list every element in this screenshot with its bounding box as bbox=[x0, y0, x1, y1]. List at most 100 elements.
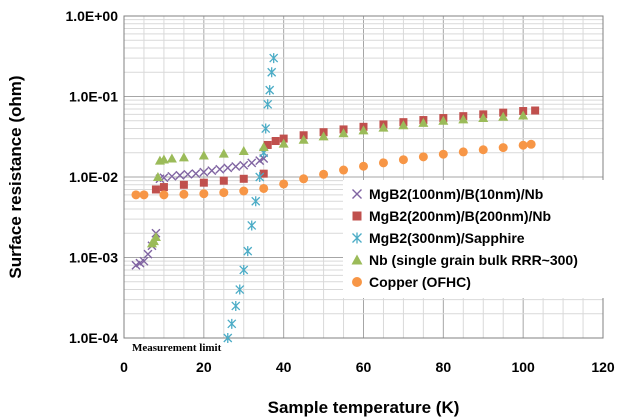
data-point-circle bbox=[139, 190, 149, 200]
x-tick-label: 80 bbox=[436, 359, 452, 375]
data-point-triangle bbox=[438, 115, 449, 125]
data-point-circle bbox=[526, 139, 536, 149]
data-point-triangle bbox=[478, 113, 489, 123]
legend-entry: MgB2(100nm)/B(10nm)/Nb bbox=[352, 186, 543, 202]
legend-label: Copper (OFHC) bbox=[369, 274, 471, 290]
data-point-triangle bbox=[150, 231, 161, 241]
data-point-triangle bbox=[278, 138, 289, 148]
series-5 bbox=[131, 139, 536, 200]
data-point-x bbox=[139, 256, 149, 266]
series-4 bbox=[146, 110, 529, 248]
data-point-star bbox=[235, 284, 245, 295]
data-point-circle bbox=[478, 145, 488, 155]
legend-label: MgB2(300nm)/Sapphire bbox=[369, 230, 525, 246]
data-point-triangle bbox=[238, 146, 249, 156]
data-point-circle bbox=[159, 190, 169, 200]
data-point-triangle bbox=[518, 110, 529, 120]
data-point-circle bbox=[199, 189, 209, 199]
x-tick-label: 20 bbox=[196, 359, 212, 375]
data-point-circle bbox=[131, 190, 141, 200]
data-point-square bbox=[219, 176, 228, 185]
data-point-star bbox=[223, 333, 233, 343]
y-tick-label: 1.0E-03 bbox=[69, 250, 118, 266]
x-tick-label: 60 bbox=[356, 359, 372, 375]
data-point-square bbox=[159, 183, 168, 192]
data-point-circle bbox=[458, 147, 468, 157]
data-point-star bbox=[255, 172, 265, 182]
legend-label: MgB2(100nm)/B(10nm)/Nb bbox=[369, 186, 543, 202]
data-point-triangle bbox=[298, 134, 309, 144]
data-point-circle bbox=[518, 140, 528, 150]
data-point-x bbox=[183, 169, 193, 179]
data-point-x bbox=[215, 164, 225, 174]
data-point-square bbox=[352, 211, 362, 221]
data-point-circle bbox=[418, 152, 428, 162]
data-point-x bbox=[199, 167, 209, 177]
data-point-star bbox=[269, 53, 279, 64]
data-point-circle bbox=[498, 143, 508, 153]
data-point-star bbox=[263, 99, 273, 110]
legend-entry: Copper (OFHC) bbox=[352, 274, 471, 290]
data-point-triangle bbox=[398, 120, 409, 130]
data-point-circle bbox=[319, 169, 329, 179]
data-point-x bbox=[231, 162, 241, 172]
data-point-star bbox=[243, 246, 253, 257]
data-point-triangle bbox=[358, 125, 369, 135]
data-point-triangle bbox=[178, 152, 189, 162]
data-point-star bbox=[352, 232, 362, 244]
data-point-star bbox=[227, 318, 237, 329]
data-point-x bbox=[143, 249, 153, 259]
x-tick-labels: 0 20 40 60 80 100 120 bbox=[120, 359, 615, 375]
data-point-x bbox=[175, 170, 185, 180]
data-point-circle bbox=[279, 179, 289, 189]
data-point-x bbox=[352, 189, 362, 199]
data-point-x bbox=[223, 163, 233, 173]
legend: MgB2(100nm)/B(10nm)/Nb MgB2(200nm)/B(200n… bbox=[343, 180, 611, 298]
x-tick-label: 40 bbox=[276, 359, 292, 375]
data-point-triangle bbox=[458, 114, 469, 124]
y-axis-title: Surface resistance (ohm) bbox=[6, 75, 25, 278]
data-point-circle bbox=[398, 155, 408, 165]
data-point-star bbox=[251, 196, 261, 207]
data-point-triangle bbox=[198, 150, 209, 160]
data-point-circle bbox=[219, 188, 229, 198]
data-point-star bbox=[239, 264, 249, 275]
legend-entry: MgB2(300nm)/Sapphire bbox=[352, 230, 525, 246]
data-point-square bbox=[151, 185, 160, 194]
data-point-triangle bbox=[158, 154, 169, 164]
data-point-circle bbox=[259, 183, 269, 193]
data-point-triangle bbox=[418, 117, 429, 127]
legend-label: MgB2(200nm)/B(200nm)/Nb bbox=[369, 208, 551, 224]
legend-entry: MgB2(200nm)/B(200nm)/Nb bbox=[352, 208, 551, 224]
data-point-x bbox=[239, 160, 249, 170]
data-point-triangle bbox=[152, 172, 163, 181]
y-tick-label: 1.0E-04 bbox=[69, 330, 118, 346]
y-tick-label: 1.0E-01 bbox=[69, 89, 118, 105]
data-marks bbox=[131, 53, 540, 343]
data-point-x bbox=[207, 166, 217, 176]
data-point-triangle bbox=[318, 131, 329, 141]
data-point-circle bbox=[352, 277, 362, 287]
data-point-triangle bbox=[218, 148, 229, 158]
x-tick-label: 120 bbox=[591, 359, 615, 375]
data-point-triangle bbox=[166, 153, 177, 163]
data-point-triangle bbox=[498, 111, 509, 121]
data-point-star bbox=[265, 85, 275, 96]
data-point-star bbox=[267, 67, 277, 78]
data-point-triangle bbox=[338, 128, 349, 138]
data-point-circle bbox=[359, 161, 368, 171]
y-tick-label: 1.0E+00 bbox=[65, 8, 118, 24]
data-point-x bbox=[167, 171, 177, 181]
data-point-square bbox=[179, 180, 188, 189]
data-point-triangle bbox=[351, 254, 363, 265]
plot-frame bbox=[123, 15, 604, 339]
data-point-x bbox=[191, 169, 201, 179]
y-tick-label: 1.0E-02 bbox=[69, 169, 118, 185]
data-point-circle bbox=[239, 186, 249, 196]
data-point-circle bbox=[299, 174, 309, 184]
data-point-star bbox=[261, 123, 271, 134]
data-point-square bbox=[239, 174, 248, 183]
data-point-square bbox=[271, 137, 280, 146]
annotation-measurement-limit: Measurement limit bbox=[132, 342, 222, 354]
